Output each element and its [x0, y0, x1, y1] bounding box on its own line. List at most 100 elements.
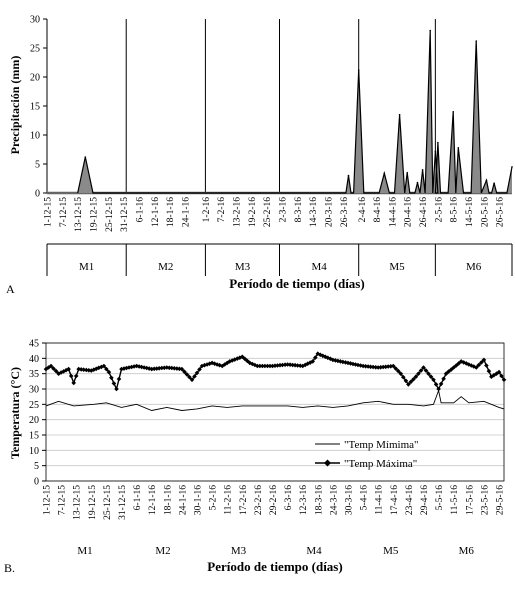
- temp-x-tick-label: 13-12-15: [73, 485, 83, 520]
- temp-max-marker: [438, 381, 444, 387]
- temp-max-marker: [406, 382, 411, 387]
- precip-point: [437, 141, 439, 144]
- temp-max-marker: [119, 366, 124, 372]
- temp-max-marker: [428, 374, 434, 379]
- temp-max-marker: [411, 377, 416, 382]
- temp-month-label: M4: [306, 545, 322, 557]
- temp-y-tick-label: 25: [29, 400, 39, 411]
- temp-y-tick-label: 5: [34, 461, 39, 472]
- temp-max-marker: [476, 362, 482, 368]
- temp-x-tick-label: 30-1-16: [194, 485, 204, 515]
- temp-max-marker: [408, 379, 414, 385]
- temp-max-marker: [162, 365, 167, 371]
- temp-max-marker: [116, 376, 122, 382]
- temp-max-marker: [262, 363, 268, 369]
- temp-x-tick-label: 5-4-16: [360, 485, 370, 511]
- precip-x-tick-label: 13-12-15: [74, 197, 84, 232]
- precipitation-chart: 0 5 10 15 20 25 30 1-12-15 7-12-15 13-12-15 19-12…: [6, 15, 513, 296]
- temp-max-marker: [237, 355, 243, 360]
- temp-max-marker: [313, 355, 318, 360]
- temp-plot-frame: [45, 342, 505, 482]
- temp-max-marker: [255, 363, 260, 369]
- precip-x-tick-label: 6-1-16: [136, 197, 146, 223]
- temp-max-marker: [78, 367, 84, 372]
- temp-max-marker: [111, 381, 117, 386]
- temp-max-marker: [154, 366, 159, 371]
- temp-max-marker: [494, 371, 499, 376]
- temp-x-tick-label: 17-5-16: [465, 485, 475, 515]
- precip-x-tick-label: 20-5-16: [480, 197, 490, 227]
- temp-x-tick-label: 11-5-16: [450, 485, 460, 515]
- precip-x-tick-label: 25-2-16: [263, 197, 273, 227]
- temp-x-tick-label: 12-1-16: [148, 485, 158, 515]
- temp-x-tick-label: 6-1-16: [133, 485, 143, 511]
- temp-max-marker: [68, 373, 74, 379]
- temp-gridlines: [45, 342, 505, 482]
- temp-max-marker: [235, 356, 240, 361]
- temp-max-marker: [318, 352, 323, 358]
- temp-max-marker: [433, 382, 439, 387]
- precip-point: [398, 113, 401, 116]
- temp-max-marker: [320, 353, 326, 359]
- precip-x-tick-label: 1-12-15: [44, 197, 54, 227]
- temp-month-label: M6: [459, 545, 475, 557]
- temp-max-marker: [330, 357, 336, 363]
- temp-max-marker: [461, 360, 466, 365]
- legend-min-label: "Temp Mímima": [344, 439, 419, 451]
- temp-max-marker: [315, 351, 321, 356]
- temp-max-marker: [242, 356, 248, 362]
- precip-line: [77, 30, 513, 194]
- temp-max-marker: [441, 376, 446, 382]
- temp-max-marker: [48, 363, 54, 369]
- temp-max-marker: [146, 366, 152, 371]
- temp-max-marker: [391, 363, 396, 369]
- temp-max-marker: [73, 373, 79, 379]
- temp-max-marker: [156, 366, 162, 371]
- temp-max-marker: [416, 371, 421, 376]
- temp-max-marker: [179, 366, 185, 372]
- temp-max-marker: [501, 377, 507, 383]
- temp-month-label: M1: [77, 545, 92, 557]
- temp-max-marker: [227, 359, 232, 364]
- precip-y-tick-label: 25: [30, 44, 40, 55]
- temp-max-marker: [393, 366, 399, 371]
- temp-max-marker: [104, 366, 109, 372]
- temp-max-marker: [333, 358, 338, 363]
- temp-max-marker: [149, 366, 154, 372]
- temp-max-marker: [481, 357, 487, 363]
- temp-x-tick-label: 23-5-16: [480, 485, 490, 515]
- temp-y-axis: 0 5 10 15 20 25 30 35 40 45: [29, 339, 46, 488]
- temp-min-line: [45, 388, 505, 411]
- temp-max-marker: [436, 386, 441, 392]
- temp-max-marker: [194, 370, 200, 376]
- precip-x-tick-label: 26-3-16: [340, 197, 350, 227]
- temp-max-marker: [109, 375, 114, 381]
- temp-max-marker: [443, 371, 449, 376]
- precip-area-fill: [77, 30, 513, 193]
- temp-max-marker: [177, 366, 182, 372]
- precip-x-tick-label: 2-5-16: [434, 197, 444, 223]
- temp-x-tick-label: 31-12-15: [118, 485, 128, 520]
- temp-max-marker: [247, 360, 253, 366]
- temp-y-tick-label: 0: [34, 477, 39, 488]
- precip-month-bands: M1 M2 M3 M4 M5 M6: [46, 243, 513, 276]
- precip-point: [457, 146, 460, 149]
- temp-max-marker: [348, 361, 353, 366]
- temp-x-tick-label: 30-3-16: [345, 485, 355, 515]
- temp-max-marker: [491, 372, 497, 378]
- temp-month-labels: M1 M2 M3 M4 M5 M6: [77, 545, 474, 557]
- temp-max-marker: [496, 369, 502, 375]
- temp-max-marker: [499, 373, 504, 379]
- precip-x-tick-label: 26-4-16: [419, 197, 429, 227]
- temp-max-marker: [446, 369, 451, 374]
- temp-max-marker: [101, 363, 107, 369]
- temp-x-tick-label: 5-2-16: [209, 485, 219, 511]
- temp-max-marker: [458, 359, 464, 364]
- precip-y-tick-label: 15: [30, 102, 40, 113]
- precip-x-tick-label: 7-12-15: [59, 197, 69, 227]
- temp-max-marker: [207, 361, 212, 366]
- temp-x-axis: 1-12-15 7-12-15 13-12-15 19-12-15 25-12-15 31…: [43, 485, 506, 520]
- temp-max-marker: [469, 363, 474, 368]
- temp-max-marker: [53, 368, 59, 374]
